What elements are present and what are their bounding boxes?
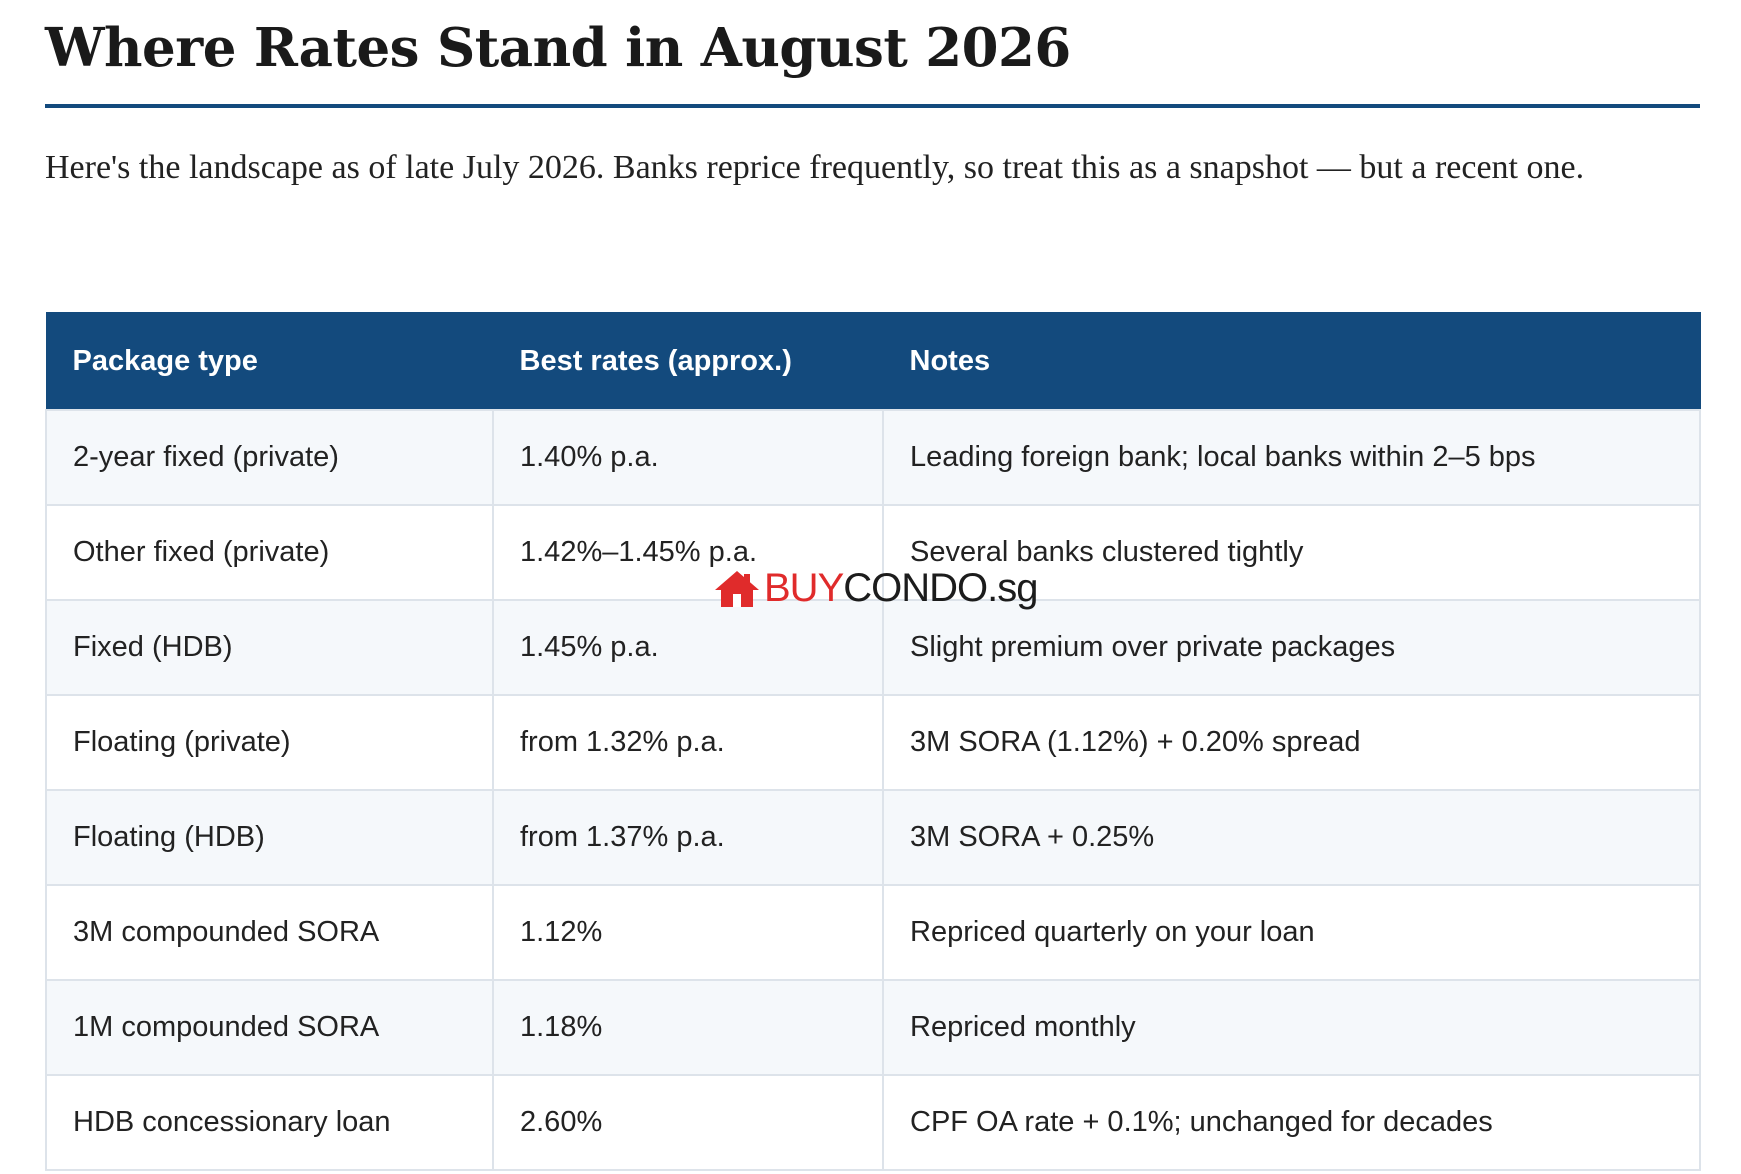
cell-notes: CPF OA rate + 0.1%; unchanged for decade… xyxy=(882,1074,1701,1171)
cell-package: 3M compounded SORA xyxy=(45,884,494,981)
article: Where Rates Stand in August 2026 Here's … xyxy=(45,0,1701,1171)
table-header-row: Package type Best rates (approx.) Notes xyxy=(45,312,1701,411)
cell-rate: 2.60% xyxy=(492,1074,884,1171)
header-best-rates: Best rates (approx.) xyxy=(492,312,884,411)
table-row: Floating (private) from 1.32% p.a. 3M SO… xyxy=(45,694,1701,791)
cell-notes: Several banks clustered tightly xyxy=(882,504,1701,601)
rates-table: Package type Best rates (approx.) Notes … xyxy=(45,312,1701,1171)
table-row: 2-year fixed (private) 1.40% p.a. Leadin… xyxy=(45,409,1701,506)
cell-package: Floating (HDB) xyxy=(45,789,494,886)
cell-rate: 1.18% xyxy=(492,979,884,1076)
cell-notes: 3M SORA (1.12%) + 0.20% spread xyxy=(882,694,1701,791)
intro-paragraph: Here's the landscape as of late July 202… xyxy=(45,149,1585,186)
cell-notes: Repriced monthly xyxy=(882,979,1701,1076)
page-title: Where Rates Stand in August 2026 xyxy=(45,17,1071,79)
cell-package: Other fixed (private) xyxy=(45,504,494,601)
table-row: 3M compounded SORA 1.12% Repriced quarte… xyxy=(45,884,1701,981)
table-row: Floating (HDB) from 1.37% p.a. 3M SORA +… xyxy=(45,789,1701,886)
cell-package: 1M compounded SORA xyxy=(45,979,494,1076)
cell-notes: Slight premium over private packages xyxy=(882,599,1701,696)
cell-rate: 1.45% p.a. xyxy=(492,599,884,696)
cell-rate: 1.42%–1.45% p.a. xyxy=(492,504,884,601)
cell-notes: 3M SORA + 0.25% xyxy=(882,789,1701,886)
table-row: Other fixed (private) 1.42%–1.45% p.a. S… xyxy=(45,504,1701,601)
table-row: 1M compounded SORA 1.18% Repriced monthl… xyxy=(45,979,1701,1076)
cell-notes: Repriced quarterly on your loan xyxy=(882,884,1701,981)
cell-package: Fixed (HDB) xyxy=(45,599,494,696)
cell-rate: 1.40% p.a. xyxy=(492,409,884,506)
header-notes: Notes xyxy=(882,312,1701,411)
cell-package: 2-year fixed (private) xyxy=(45,409,494,506)
cell-rate: 1.12% xyxy=(492,884,884,981)
cell-notes: Leading foreign bank; local banks within… xyxy=(882,409,1701,506)
cell-rate: from 1.37% p.a. xyxy=(492,789,884,886)
header-package-type: Package type xyxy=(45,312,494,411)
cell-package: HDB concessionary loan xyxy=(45,1074,494,1171)
cell-rate: from 1.32% p.a. xyxy=(492,694,884,791)
table-row: Fixed (HDB) 1.45% p.a. Slight premium ov… xyxy=(45,599,1701,696)
cell-package: Floating (private) xyxy=(45,694,494,791)
table-row: HDB concessionary loan 2.60% CPF OA rate… xyxy=(45,1074,1701,1171)
title-divider xyxy=(45,104,1700,108)
